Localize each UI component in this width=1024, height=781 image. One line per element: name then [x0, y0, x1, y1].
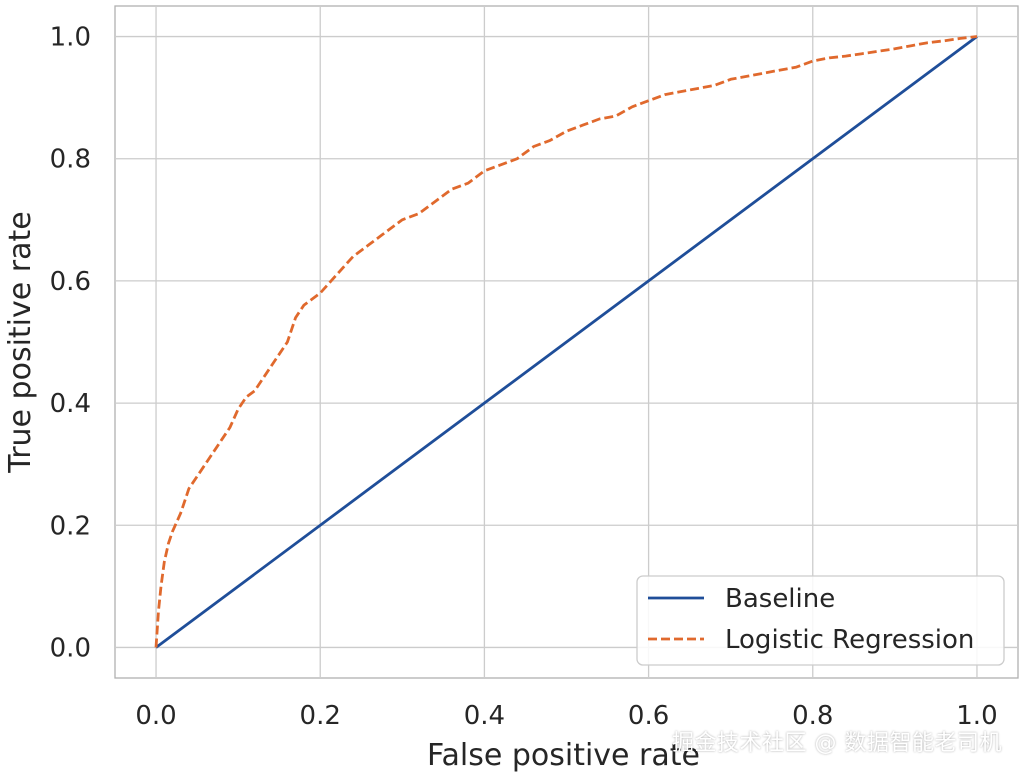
y-tick-label: 0.4: [50, 389, 91, 419]
series-line-baseline: [155, 35, 978, 649]
x-tick-label: 1.0: [956, 701, 997, 731]
legend-label: Logistic Regression: [725, 625, 974, 655]
watermark-text: 掘金技术社区 @ 数据智能老司机: [672, 731, 1002, 756]
x-axis-label: False positive rate: [427, 738, 700, 773]
series-line-logistic-regression: [154, 35, 978, 648]
y-tick-label: 0.6: [50, 267, 91, 297]
x-tick-label: 0.2: [300, 701, 341, 731]
y-tick-label: 0.2: [50, 511, 91, 541]
x-tick-label: 0.8: [792, 701, 833, 731]
x-tick-label: 0.0: [135, 701, 176, 731]
legend-label: Baseline: [725, 584, 835, 614]
x-tick-label: 0.4: [464, 701, 505, 731]
y-axis-label: True positive rate: [3, 211, 38, 473]
x-tick-label: 0.6: [628, 701, 669, 731]
legend-box: [636, 575, 1005, 666]
y-tick-label: 1.0: [50, 23, 91, 53]
y-tick-label: 0.8: [50, 145, 91, 175]
y-tick-label: 0.0: [50, 633, 91, 663]
